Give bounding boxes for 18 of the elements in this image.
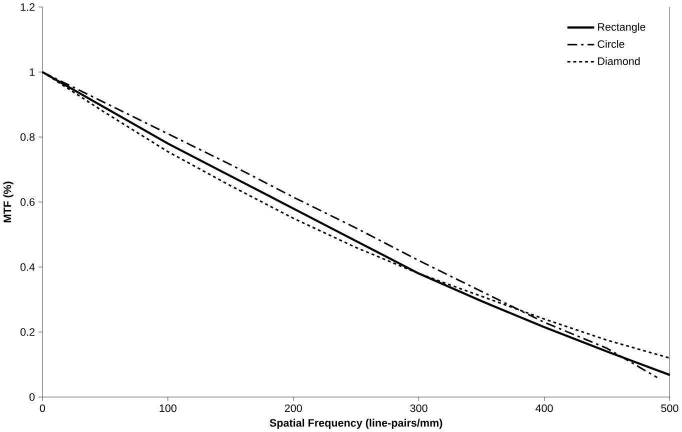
y-tick-label: 1 [30, 68, 35, 76]
x-tick-label: 0 [40, 404, 46, 412]
x-axis-title: Spatial Frequency (line-pairs/mm) [270, 418, 442, 429]
x-tick-label: 200 [284, 404, 302, 412]
x-tick-label: 400 [536, 404, 553, 412]
y-axis-title: MTF (%) [3, 182, 14, 222]
y-tick-label: 0.2 [20, 328, 35, 336]
x-tick-label: 100 [160, 404, 176, 412]
y-tick-label: 1.2 [20, 3, 35, 11]
y-tick-label: 0 [29, 393, 35, 401]
y-tick-label: 0.8 [20, 133, 35, 141]
x-tick-label: 500 [661, 404, 678, 412]
y-tick-label: 0.4 [20, 263, 35, 271]
y-tick-label: 0.6 [20, 198, 35, 206]
legend-label: Circle [598, 40, 624, 48]
legend-label: Diamond [598, 57, 640, 65]
x-tick-label: 300 [410, 404, 428, 412]
legend-label: Rectangle [598, 22, 646, 33]
